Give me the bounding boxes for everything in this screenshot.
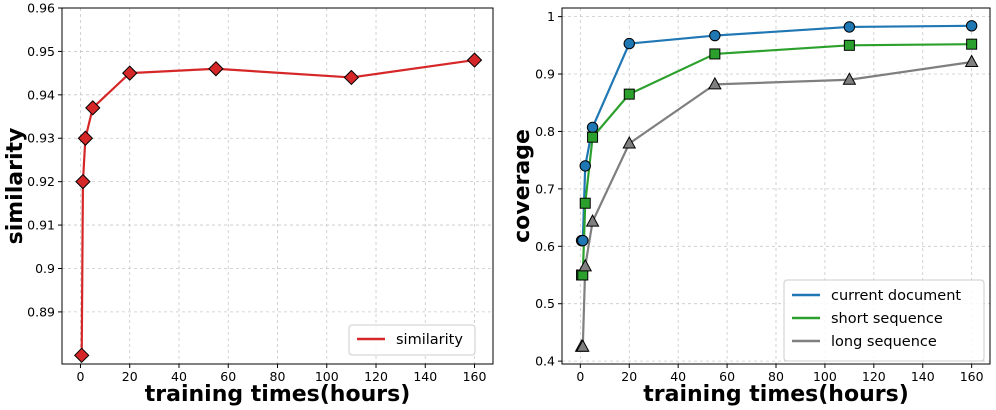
data-point [579,197,591,209]
x-tick-label: 20 [621,369,637,384]
x-tick-label: 80 [270,369,286,384]
x-tick-label: 0 [76,369,84,384]
data-point [579,160,591,172]
x-tick-label: 20 [122,369,138,384]
x-tick-label: 140 [413,369,437,384]
y-tick-label: 0.6 [535,239,555,254]
x-tick-label: 0 [576,369,584,384]
series-line-current-document [581,24,972,242]
chart-panel-1: 0 20 40 60 80 100 120 140 160 0.89 0.9 0.91 0.92 0.93… [3,1,494,407]
x-tick-label: 40 [670,369,686,384]
legend: similarity [348,324,476,356]
y-tick-label: 0.91 [27,218,55,233]
x-tick-label: 100 [813,369,837,384]
x-tick-label: 160 [463,369,487,384]
series-line-long-sequence [581,60,972,348]
y-tick-label: 0.4 [535,354,555,369]
y-tick-label: 0.94 [27,87,55,102]
y-tick-label: 0.9 [35,261,55,276]
data-point [587,131,599,143]
data-point [85,100,101,116]
x-tick-label: 120 [364,369,388,384]
series-line-short-sequence [581,43,972,277]
data-point [208,61,224,77]
legend-entry: long sequence [831,334,937,350]
data-point [77,130,94,146]
legend-entry: similarity [396,332,463,348]
data-point [578,258,593,272]
data-point [622,135,637,149]
data-point [709,48,721,60]
y-tick-label: 0.95 [27,44,55,59]
y-tick-label: 0.7 [535,181,555,196]
x-tick-label: 80 [768,369,784,384]
x-tick-label: 140 [911,369,935,384]
y-tick-label: 1 [547,9,555,24]
chart-panel-2: 0 20 40 60 80 100 120 140 160 0.4 0.5 0.6 0.7 0.8 0.9 1… [510,7,991,407]
data-point [577,234,589,247]
y-tick-label: 0.8 [535,124,555,139]
x-tick-label: 120 [862,369,886,384]
x-axis-label: training times(hours) [643,382,909,407]
data-point [466,52,483,68]
x-tick-label: 160 [960,369,984,384]
y-axis-label: similarity [3,128,28,245]
data-point [843,21,856,33]
legend-entry: current document [831,288,961,304]
data-point [623,88,635,100]
data-point [586,121,599,134]
data-point [709,29,721,42]
data-point [73,347,90,364]
y-tick-label: 0.92 [27,174,55,189]
series-line-similarity [80,59,475,356]
data-point [843,39,855,51]
y-tick-label: 0.89 [27,304,55,319]
x-tick-label: 60 [220,369,236,384]
data-point [964,54,979,67]
y-tick-label: 0.93 [27,131,55,146]
legend-box [783,279,985,362]
data-point [343,69,360,86]
data-point [122,65,138,81]
x-tick-label: 60 [719,369,735,384]
data-point [708,76,722,90]
legend-entry: short sequence [831,311,943,327]
data-point [577,269,589,281]
data-point [575,339,590,352]
y-tick-label: 0.5 [535,296,555,311]
legend-box [348,324,476,356]
legend: current document short sequence long seque… [783,279,985,362]
data-point [965,20,978,32]
x-tick-label: 100 [315,369,339,384]
data-point [842,72,857,85]
x-axis-label: training times(hours) [145,382,411,407]
data-point [75,173,91,190]
y-axis-label: coverage [510,129,535,243]
data-point [623,37,635,50]
data-point [585,214,600,227]
y-tick-label: 0.96 [27,1,55,16]
data-point [966,38,978,50]
y-tick-label: 0.9 [535,67,555,82]
x-tick-label: 40 [171,369,187,384]
